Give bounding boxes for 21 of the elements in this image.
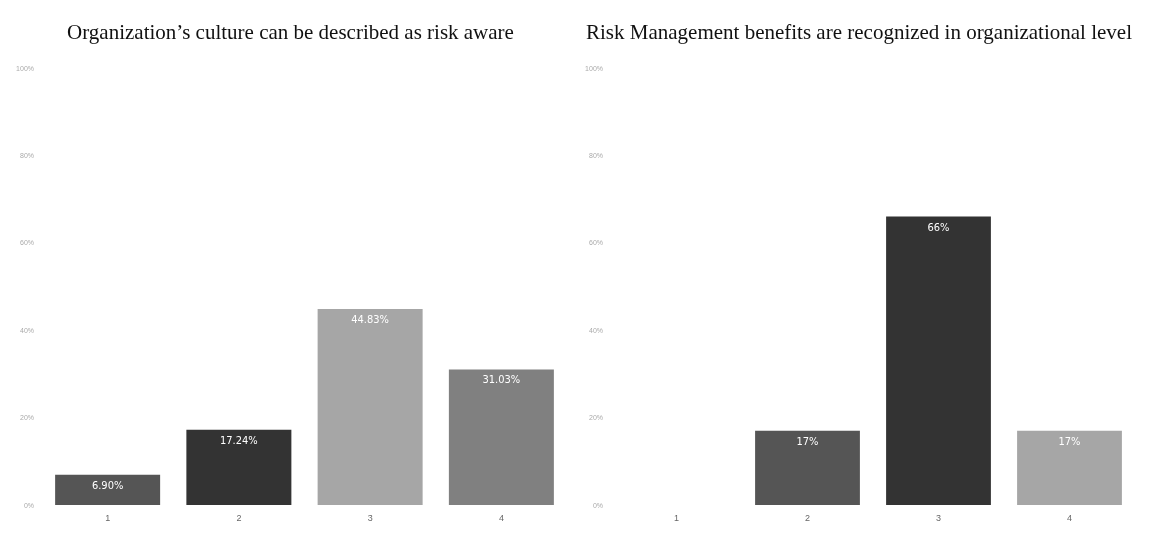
data-label: 17% <box>796 434 819 448</box>
chart-title: Organization’s culture can be described as risk aware <box>67 19 514 44</box>
x-tick-label: 4 <box>498 512 504 523</box>
chart-title: Risk Management benefits are recognized in organizational level <box>586 19 1133 44</box>
data-label: 17% <box>1058 434 1081 448</box>
data-label: 44.83% <box>351 313 389 327</box>
bar <box>186 429 292 505</box>
bar <box>448 369 554 505</box>
x-tick-label: 1 <box>105 512 111 523</box>
bar <box>55 474 161 505</box>
x-tick-label: 2 <box>804 512 811 523</box>
x-tick-label: 4 <box>1066 512 1073 523</box>
x-tick-label: 3 <box>367 512 373 523</box>
x-tick-label: 2 <box>236 512 242 523</box>
x-tick-label: 3 <box>935 512 942 523</box>
data-label: 17.24% <box>220 433 258 447</box>
data-label: 31.03% <box>482 373 521 387</box>
x-tick-label: 1 <box>673 512 680 523</box>
data-label: 6.90% <box>91 478 124 492</box>
data-label: 66% <box>927 220 950 234</box>
bar <box>317 309 423 505</box>
